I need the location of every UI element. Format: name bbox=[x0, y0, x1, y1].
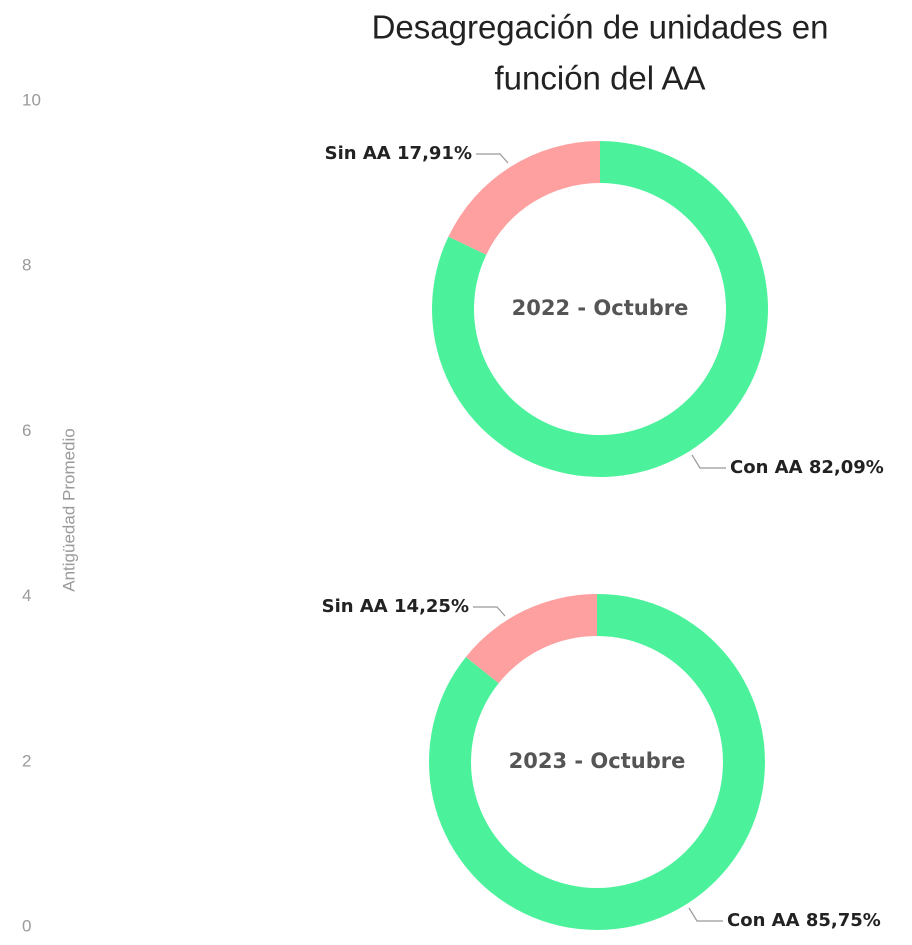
data-label: Sin AA 17,91% bbox=[325, 143, 472, 164]
data-label: Con AA 85,75% bbox=[727, 910, 881, 931]
y-tick-label: 4 bbox=[22, 586, 31, 605]
y-axis-label: Antigüedad Promedio bbox=[59, 428, 78, 592]
category-name: Sin AA bbox=[325, 143, 391, 164]
leader-line bbox=[476, 153, 509, 164]
y-tick-label: 8 bbox=[22, 256, 31, 275]
category-name: Sin AA bbox=[322, 596, 388, 617]
donut-segment bbox=[465, 594, 597, 684]
value-label: 14,25% bbox=[394, 596, 469, 617]
y-tick-label: 0 bbox=[22, 916, 31, 935]
title: función del AA bbox=[495, 60, 706, 97]
value-label: 85,75% bbox=[806, 910, 881, 931]
leader-line bbox=[688, 907, 723, 922]
value-label: 17,91% bbox=[397, 143, 472, 164]
y-tick-label: 10 bbox=[22, 90, 41, 109]
leader-line bbox=[473, 606, 506, 617]
category-name: Con AA bbox=[730, 457, 803, 478]
center-label: 2023 - Octubre bbox=[509, 749, 686, 773]
title: Desagregación de unidades en bbox=[372, 9, 829, 46]
category-name: Con AA bbox=[727, 910, 800, 931]
y-tick-label: 6 bbox=[22, 421, 31, 440]
y-tick-label: 2 bbox=[22, 751, 31, 770]
data-label: Sin AA 14,25% bbox=[322, 596, 469, 617]
donut-segment bbox=[448, 141, 600, 255]
data-label: Con AA 82,09% bbox=[730, 457, 884, 478]
leader-line bbox=[691, 454, 726, 469]
center-label: 2022 - Octubre bbox=[512, 296, 689, 320]
value-label: 82,09% bbox=[809, 457, 884, 478]
